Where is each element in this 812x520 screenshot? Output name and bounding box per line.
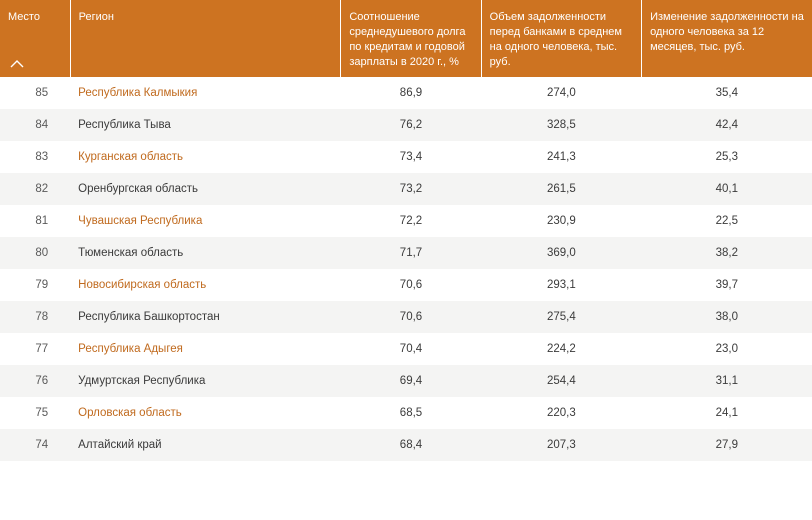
cell-debt: 254,4 bbox=[481, 365, 641, 397]
cell-change: 24,1 bbox=[642, 397, 812, 429]
cell-place: 74 bbox=[0, 429, 70, 461]
sort-chevron-up-icon[interactable] bbox=[10, 60, 24, 69]
table-header-row: Место Регион Соотношение среднедушевого … bbox=[0, 0, 812, 77]
table-row: 79Новосибирская область70,6293,139,7 bbox=[0, 269, 812, 301]
cell-change: 23,0 bbox=[642, 333, 812, 365]
cell-ratio: 68,5 bbox=[341, 397, 481, 429]
cell-region: Тюменская область bbox=[70, 237, 341, 269]
column-header-place-label: Место bbox=[8, 11, 40, 23]
cell-ratio: 72,2 bbox=[341, 205, 481, 237]
column-header-region[interactable]: Регион bbox=[70, 0, 341, 77]
cell-region: Республика Башкортостан bbox=[70, 301, 341, 333]
cell-ratio: 86,9 bbox=[341, 77, 481, 109]
table-row: 84Республика Тыва76,2328,542,4 bbox=[0, 109, 812, 141]
cell-region: Оренбургская область bbox=[70, 173, 341, 205]
table-row: 85Республика Калмыкия86,9274,035,4 bbox=[0, 77, 812, 109]
cell-region: Новосибирская область bbox=[70, 269, 341, 301]
cell-debt: 241,3 bbox=[481, 141, 641, 173]
cell-place: 77 bbox=[0, 333, 70, 365]
table-row: 80Тюменская область71,7369,038,2 bbox=[0, 237, 812, 269]
cell-ratio: 68,4 bbox=[341, 429, 481, 461]
cell-ratio: 70,6 bbox=[341, 301, 481, 333]
cell-ratio: 70,6 bbox=[341, 269, 481, 301]
cell-ratio: 71,7 bbox=[341, 237, 481, 269]
column-header-ratio-label: Соотношение среднедушевого долга по кред… bbox=[349, 11, 465, 68]
cell-place: 83 bbox=[0, 141, 70, 173]
cell-ratio: 70,4 bbox=[341, 333, 481, 365]
cell-region: Республика Калмыкия bbox=[70, 77, 341, 109]
cell-change: 39,7 bbox=[642, 269, 812, 301]
column-header-change[interactable]: Изменение задолженности на одного челове… bbox=[642, 0, 812, 77]
table-row: 81Чувашская Республика72,2230,922,5 bbox=[0, 205, 812, 237]
cell-debt: 369,0 bbox=[481, 237, 641, 269]
cell-change: 35,4 bbox=[642, 77, 812, 109]
cell-debt: 207,3 bbox=[481, 429, 641, 461]
cell-debt: 224,2 bbox=[481, 333, 641, 365]
cell-debt: 275,4 bbox=[481, 301, 641, 333]
cell-ratio: 76,2 bbox=[341, 109, 481, 141]
cell-ratio: 73,4 bbox=[341, 141, 481, 173]
debt-ranking-table-container: Место Регион Соотношение среднедушевого … bbox=[0, 0, 812, 461]
cell-ratio: 73,2 bbox=[341, 173, 481, 205]
cell-change: 25,3 bbox=[642, 141, 812, 173]
cell-debt: 261,5 bbox=[481, 173, 641, 205]
cell-region: Курганская область bbox=[70, 141, 341, 173]
cell-region: Удмуртская Республика bbox=[70, 365, 341, 397]
cell-place: 82 bbox=[0, 173, 70, 205]
cell-debt: 328,5 bbox=[481, 109, 641, 141]
cell-change: 38,0 bbox=[642, 301, 812, 333]
column-header-change-label: Изменение задолженности на одного челове… bbox=[650, 11, 804, 53]
cell-place: 85 bbox=[0, 77, 70, 109]
cell-ratio: 69,4 bbox=[341, 365, 481, 397]
cell-debt: 230,9 bbox=[481, 205, 641, 237]
table-row: 83Курганская область73,4241,325,3 bbox=[0, 141, 812, 173]
table-row: 78Республика Башкортостан70,6275,438,0 bbox=[0, 301, 812, 333]
table-row: 75Орловская область68,5220,324,1 bbox=[0, 397, 812, 429]
cell-change: 22,5 bbox=[642, 205, 812, 237]
cell-place: 75 bbox=[0, 397, 70, 429]
column-header-ratio[interactable]: Соотношение среднедушевого долга по кред… bbox=[341, 0, 481, 77]
table-row: 76Удмуртская Республика69,4254,431,1 bbox=[0, 365, 812, 397]
column-header-place[interactable]: Место bbox=[0, 0, 70, 77]
cell-place: 78 bbox=[0, 301, 70, 333]
column-header-region-label: Регион bbox=[79, 11, 114, 23]
cell-change: 42,4 bbox=[642, 109, 812, 141]
cell-place: 84 bbox=[0, 109, 70, 141]
cell-region: Орловская область bbox=[70, 397, 341, 429]
column-header-debt-label: Объем задолженности перед банками в сред… bbox=[490, 11, 622, 68]
cell-region: Алтайский край bbox=[70, 429, 341, 461]
cell-place: 80 bbox=[0, 237, 70, 269]
cell-place: 76 bbox=[0, 365, 70, 397]
cell-region: Чувашская Республика bbox=[70, 205, 341, 237]
cell-change: 31,1 bbox=[642, 365, 812, 397]
cell-region: Республика Тыва bbox=[70, 109, 341, 141]
column-header-debt[interactable]: Объем задолженности перед банками в сред… bbox=[481, 0, 641, 77]
cell-change: 40,1 bbox=[642, 173, 812, 205]
cell-change: 38,2 bbox=[642, 237, 812, 269]
cell-debt: 220,3 bbox=[481, 397, 641, 429]
table-row: 74Алтайский край68,4207,327,9 bbox=[0, 429, 812, 461]
cell-debt: 293,1 bbox=[481, 269, 641, 301]
table-row: 82Оренбургская область73,2261,540,1 bbox=[0, 173, 812, 205]
cell-place: 81 bbox=[0, 205, 70, 237]
debt-ranking-table: Место Регион Соотношение среднедушевого … bbox=[0, 0, 812, 461]
cell-change: 27,9 bbox=[642, 429, 812, 461]
cell-region: Республика Адыгея bbox=[70, 333, 341, 365]
table-row: 77Республика Адыгея70,4224,223,0 bbox=[0, 333, 812, 365]
table-body: 85Республика Калмыкия86,9274,035,484Респ… bbox=[0, 77, 812, 461]
cell-debt: 274,0 bbox=[481, 77, 641, 109]
cell-place: 79 bbox=[0, 269, 70, 301]
